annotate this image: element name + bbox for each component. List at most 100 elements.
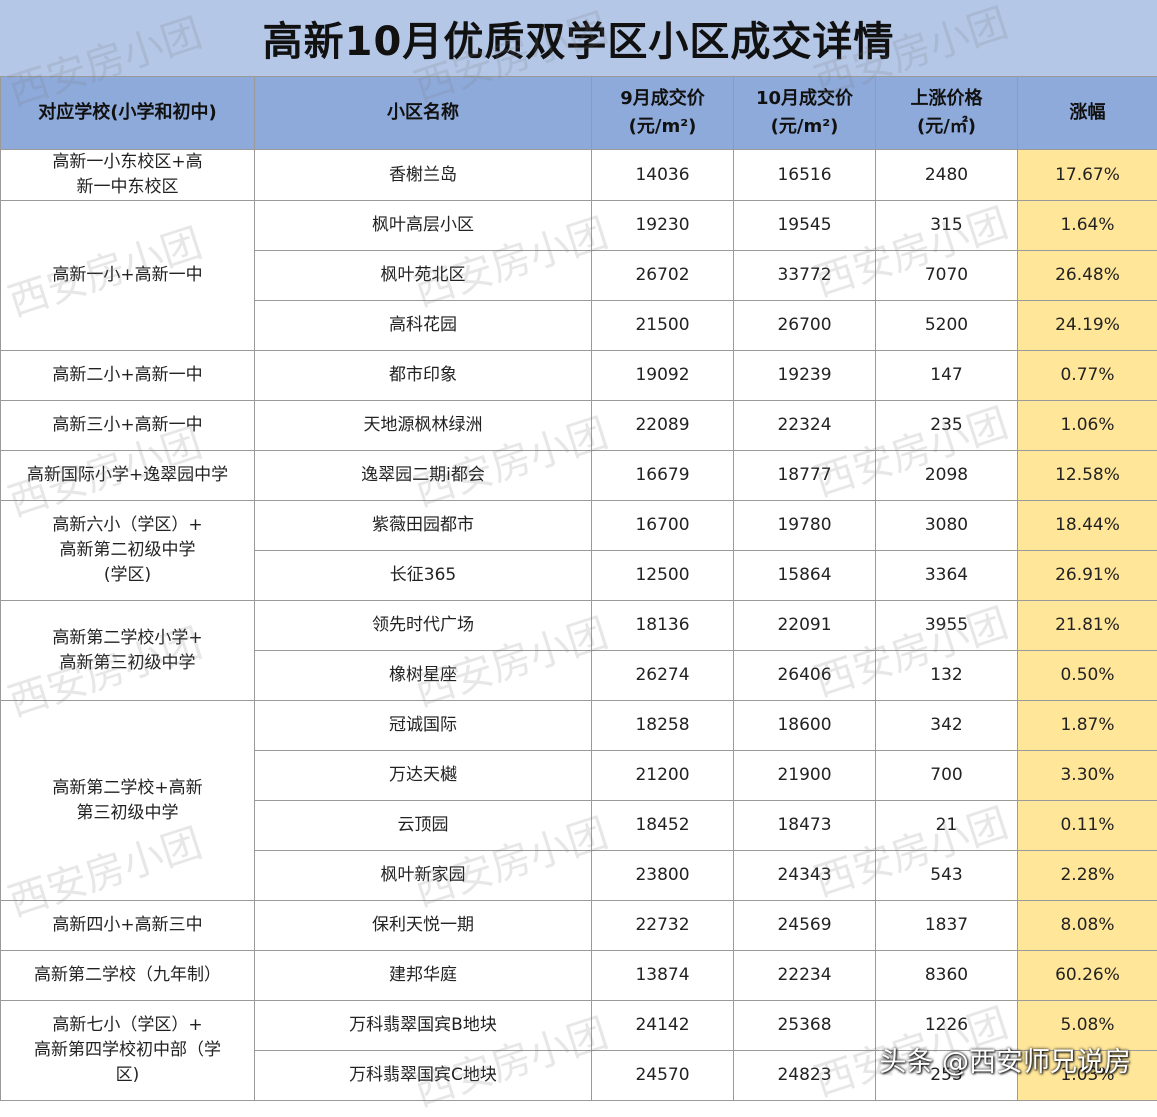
pct-cell: 1.87% bbox=[1018, 701, 1157, 751]
community-name-cell: 枫叶新家园 bbox=[255, 851, 592, 901]
pct-cell: 26.91% bbox=[1018, 551, 1157, 601]
oct-price-cell: 21900 bbox=[734, 751, 876, 801]
school-line: 高新七小（学区）+ bbox=[3, 1013, 252, 1038]
rise-cell: 3080 bbox=[876, 501, 1018, 551]
school-line: 高新第二学校小学+ bbox=[3, 626, 252, 651]
oct-price-cell: 25368 bbox=[734, 1001, 876, 1051]
community-name-cell: 橡树星座 bbox=[255, 651, 592, 701]
sep-price-cell: 12500 bbox=[592, 551, 734, 601]
header-oct-price-line2: (元/m²) bbox=[736, 113, 873, 141]
rise-cell: 7070 bbox=[876, 251, 1018, 301]
header-school: 对应学校(小学和初中) bbox=[1, 77, 255, 150]
rise-cell: 132 bbox=[876, 651, 1018, 701]
header-row: 对应学校(小学和初中) 小区名称 9月成交价 (元/m²) 10月成交价 (元/… bbox=[1, 77, 1157, 150]
sep-price-cell: 22732 bbox=[592, 901, 734, 951]
rise-cell: 1837 bbox=[876, 901, 1018, 951]
school-line: 高新第二学校+高新 bbox=[3, 776, 252, 801]
sep-price-cell: 24570 bbox=[592, 1051, 734, 1101]
rise-cell: 147 bbox=[876, 351, 1018, 401]
oct-price-cell: 22324 bbox=[734, 401, 876, 451]
sep-price-cell: 23800 bbox=[592, 851, 734, 901]
rise-cell: 3955 bbox=[876, 601, 1018, 651]
table-header: 对应学校(小学和初中) 小区名称 9月成交价 (元/m²) 10月成交价 (元/… bbox=[1, 77, 1157, 150]
school-line: 高新第四学校初中部（学 bbox=[3, 1038, 252, 1063]
sep-price-cell: 14036 bbox=[592, 150, 734, 201]
sep-price-cell: 24142 bbox=[592, 1001, 734, 1051]
header-pct: 涨幅 bbox=[1018, 77, 1157, 150]
header-sep-price: 9月成交价 (元/m²) bbox=[592, 77, 734, 150]
school-cell: 高新国际小学+逸翠园中学 bbox=[1, 451, 255, 501]
oct-price-cell: 22234 bbox=[734, 951, 876, 1001]
header-sep-price-line1: 9月成交价 bbox=[594, 85, 731, 113]
school-cell: 高新第二学校+高新第三初级中学 bbox=[1, 701, 255, 901]
rise-cell: 1226 bbox=[876, 1001, 1018, 1051]
oct-price-cell: 26700 bbox=[734, 301, 876, 351]
rise-cell: 235 bbox=[876, 401, 1018, 451]
community-name-cell: 都市印象 bbox=[255, 351, 592, 401]
school-cell: 高新四小+高新三中 bbox=[1, 901, 255, 951]
pct-cell: 24.19% bbox=[1018, 301, 1157, 351]
community-name-cell: 保利天悦一期 bbox=[255, 901, 592, 951]
header-rise-line1: 上涨价格 bbox=[878, 85, 1015, 113]
school-cell: 高新三小+高新一中 bbox=[1, 401, 255, 451]
oct-price-cell: 19780 bbox=[734, 501, 876, 551]
school-line: 高新一小+高新一中 bbox=[3, 263, 252, 288]
community-name-cell: 紫薇田园都市 bbox=[255, 501, 592, 551]
rise-cell: 543 bbox=[876, 851, 1018, 901]
sep-price-cell: 21500 bbox=[592, 301, 734, 351]
pct-cell: 1.06% bbox=[1018, 401, 1157, 451]
header-rise-line2: (元/㎡) bbox=[878, 113, 1015, 141]
community-name-cell: 香榭兰岛 bbox=[255, 150, 592, 201]
rise-cell: 700 bbox=[876, 751, 1018, 801]
oct-price-cell: 19545 bbox=[734, 201, 876, 251]
school-line: 高新四小+高新三中 bbox=[3, 913, 252, 938]
rise-cell: 315 bbox=[876, 201, 1018, 251]
pct-cell: 5.08% bbox=[1018, 1001, 1157, 1051]
school-cell: 高新七小（学区）+高新第四学校初中部（学区) bbox=[1, 1001, 255, 1101]
pct-cell: 26.48% bbox=[1018, 251, 1157, 301]
community-name-cell: 天地源枫林绿洲 bbox=[255, 401, 592, 451]
rise-cell: 342 bbox=[876, 701, 1018, 751]
school-cell: 高新第二学校小学+高新第三初级中学 bbox=[1, 601, 255, 701]
school-line: 高新三小+高新一中 bbox=[3, 413, 252, 438]
oct-price-cell: 33772 bbox=[734, 251, 876, 301]
oct-price-cell: 22091 bbox=[734, 601, 876, 651]
school-line: 高新第二初级中学 bbox=[3, 538, 252, 563]
school-line: 第三初级中学 bbox=[3, 801, 252, 826]
oct-price-cell: 18600 bbox=[734, 701, 876, 751]
school-cell: 高新一小+高新一中 bbox=[1, 201, 255, 351]
sep-price-cell: 16679 bbox=[592, 451, 734, 501]
oct-price-cell: 16516 bbox=[734, 150, 876, 201]
community-name-cell: 冠诚国际 bbox=[255, 701, 592, 751]
sep-price-cell: 21200 bbox=[592, 751, 734, 801]
sep-price-cell: 18258 bbox=[592, 701, 734, 751]
school-line: 新一中东校区 bbox=[3, 175, 252, 200]
school-cell: 高新二小+高新一中 bbox=[1, 351, 255, 401]
pct-cell: 0.50% bbox=[1018, 651, 1157, 701]
community-name-cell: 建邦华庭 bbox=[255, 951, 592, 1001]
page-title: 高新10月优质双学区小区成交详情 bbox=[0, 0, 1157, 77]
sep-price-cell: 19092 bbox=[592, 351, 734, 401]
school-line: 高新国际小学+逸翠园中学 bbox=[3, 463, 252, 488]
rise-cell: 2480 bbox=[876, 150, 1018, 201]
community-name-cell: 万达天樾 bbox=[255, 751, 592, 801]
school-cell: 高新一小东校区+高新一中东校区 bbox=[1, 150, 255, 201]
community-name-cell: 长征365 bbox=[255, 551, 592, 601]
school-cell: 高新六小（学区）+高新第二初级中学(学区) bbox=[1, 501, 255, 601]
rise-cell: 2098 bbox=[876, 451, 1018, 501]
oct-price-cell: 18777 bbox=[734, 451, 876, 501]
pct-cell: 60.26% bbox=[1018, 951, 1157, 1001]
oct-price-cell: 15864 bbox=[734, 551, 876, 601]
sep-price-cell: 19230 bbox=[592, 201, 734, 251]
school-line: 高新六小（学区）+ bbox=[3, 513, 252, 538]
school-line: 区) bbox=[3, 1063, 252, 1088]
community-name-cell: 领先时代广场 bbox=[255, 601, 592, 651]
pct-cell: 8.08% bbox=[1018, 901, 1157, 951]
